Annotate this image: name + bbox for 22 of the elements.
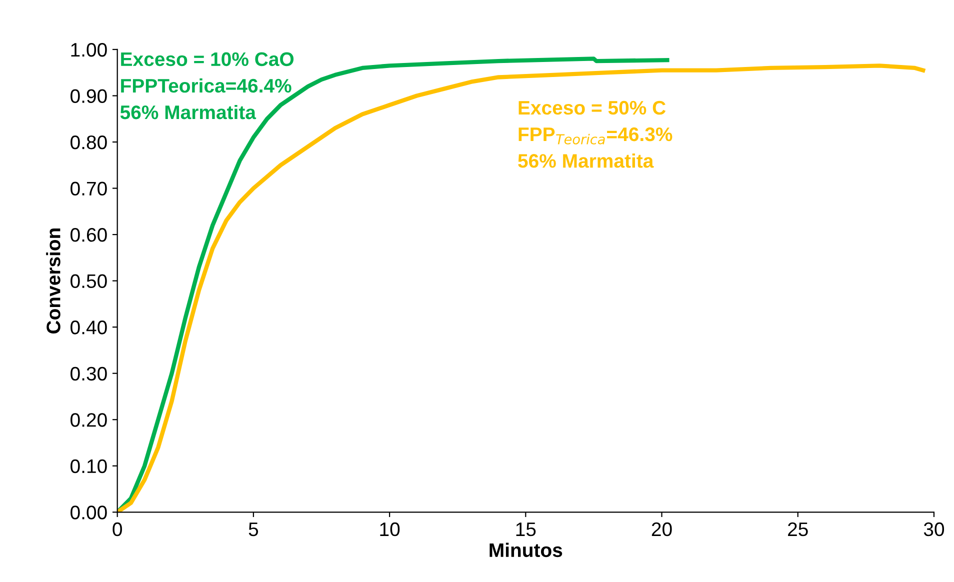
series-label: Exceso = 10% CaO FPPTeorica=46.4% 56% Marmatita <box>120 52 294 120</box>
y-tick-label: 0.10 <box>70 459 107 474</box>
y-tick-label: 0.60 <box>70 228 107 242</box>
x-axis-title: Minutos <box>490 542 562 558</box>
y-tick-label: 0.30 <box>70 366 107 381</box>
x-tick-label: 20 <box>652 522 672 536</box>
y-tick-label: 1.00 <box>71 42 107 57</box>
x-tick-label: 30 <box>924 522 944 536</box>
y-tick-label: 0.70 <box>70 182 107 196</box>
y-tick-label: 0.00 <box>70 506 107 520</box>
series-label: Exceso = 50% C FPP$_{Teorica}$=46.3% 56% Marmatita <box>518 100 672 168</box>
x-tick-label: 15 <box>516 522 536 536</box>
y-tick-label: 0.20 <box>70 413 107 427</box>
y-tick-label: 0.40 <box>70 320 107 334</box>
x-tick-label: 5 <box>248 522 258 536</box>
x-tick-label: 10 <box>380 522 400 536</box>
y-axis-title: Conversion <box>46 228 60 334</box>
x-tick-label: 25 <box>788 522 808 536</box>
y-tick-label: 0.50 <box>70 274 107 288</box>
y-tick-label: 0.80 <box>70 135 107 150</box>
x-tick-label: 0 <box>112 522 122 536</box>
y-tick-label: 0.90 <box>70 89 107 103</box>
